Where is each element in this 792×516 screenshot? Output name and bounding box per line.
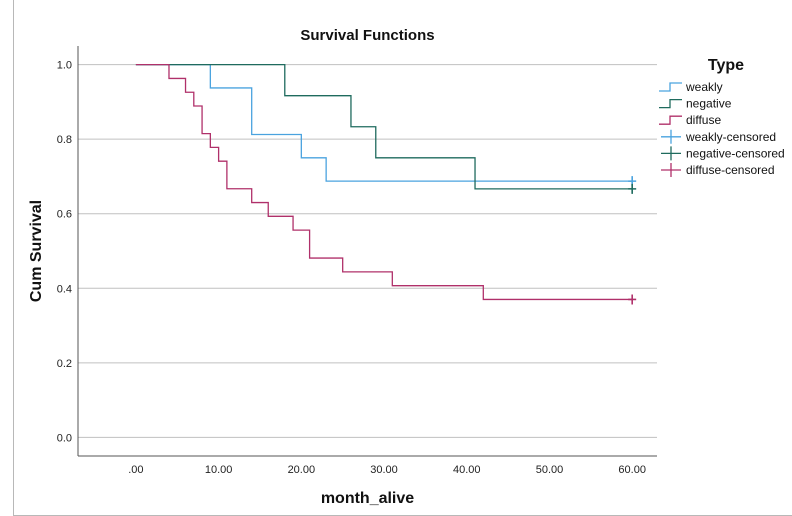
legend-item-weakly-censored: weakly-censored (661, 129, 776, 144)
y-tick-label-5: 1.0 (57, 60, 72, 72)
x-tick-label-2: 20.00 (288, 464, 316, 476)
legend-swatch-negative-censored (661, 146, 681, 161)
legend-label-diffuse-censored: diffuse-censored (686, 163, 775, 177)
legend-swatch-diffuse-censored (661, 163, 681, 177)
series-line-negative (135, 63, 633, 190)
y-tick-label-0: 0.0 (57, 432, 72, 444)
plot-area (78, 46, 657, 456)
y-tick-label-1: 0.2 (57, 358, 72, 370)
x-tick-label-3: 30.00 (370, 464, 398, 476)
chart-title: Survival Functions (300, 27, 434, 44)
legend-item-diffuse-censored: diffuse-censored (661, 163, 775, 177)
legend-label-diffuse: diffuse (686, 113, 721, 127)
legend-label-negative-censored: negative-censored (686, 146, 785, 160)
x-tick-label-4: 40.00 (453, 464, 481, 476)
legend-label-weakly: weakly (685, 80, 723, 94)
y-tick-label-2: 0.4 (57, 283, 72, 295)
series-line-weakly (135, 63, 633, 182)
x-tick-label-0: .00 (128, 464, 143, 476)
legend-label-negative: negative (686, 97, 732, 111)
censor-mark-diffuse-0 (628, 294, 637, 305)
x-tick-label-5: 50.00 (536, 464, 564, 476)
legend-label-weakly-censored: weakly-censored (685, 130, 776, 144)
legend-swatch-weakly (659, 82, 682, 92)
x-tick-label-6: 60.00 (618, 464, 646, 476)
x-axis-title: month_alive (321, 490, 414, 507)
y-axis-title: Cum Survival (28, 200, 45, 302)
legend-item-negative: negative (659, 97, 732, 111)
legend-item-diffuse: diffuse (659, 113, 721, 127)
legend-swatch-diffuse (659, 115, 682, 125)
y-tick-label-3: 0.6 (57, 209, 72, 221)
x-tick-label-1: 10.00 (205, 464, 233, 476)
legend-swatch-negative (659, 98, 682, 109)
legend-title: Type (708, 57, 744, 74)
y-tick-label-4: 0.8 (57, 134, 72, 146)
series-line-diffuse (135, 63, 633, 301)
legend-swatch-weakly-censored (661, 129, 681, 144)
legend-item-negative-censored: negative-censored (661, 146, 785, 161)
censor-mark-negative-0 (628, 183, 637, 194)
legend-item-weakly: weakly (659, 80, 723, 94)
